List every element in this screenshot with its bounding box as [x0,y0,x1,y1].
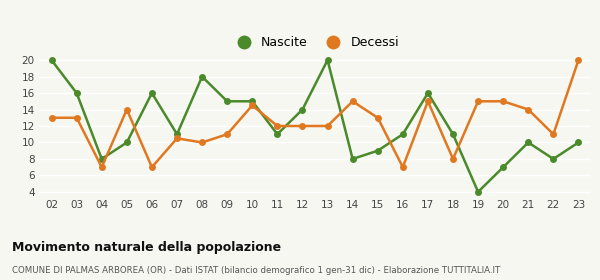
Nascite [500,165,507,169]
Nascite [575,141,582,144]
Nascite [524,141,532,144]
Decessi [224,132,231,136]
Decessi [449,157,457,161]
Text: Movimento naturale della popolazione: Movimento naturale della popolazione [12,241,281,254]
Nascite [299,108,306,111]
Nascite [123,141,130,144]
Decessi [98,165,106,169]
Decessi [424,100,431,103]
Decessi [248,104,256,107]
Nascite [475,190,482,193]
Text: COMUNE DI PALMAS ARBOREA (OR) - Dati ISTAT (bilancio demografico 1 gen-31 dic) -: COMUNE DI PALMAS ARBOREA (OR) - Dati IST… [12,266,500,275]
Nascite [199,75,206,78]
Legend: Nascite, Decessi: Nascite, Decessi [226,31,404,54]
Nascite [274,132,281,136]
Decessi [148,165,155,169]
Decessi [173,137,181,140]
Nascite [449,132,457,136]
Decessi [475,100,482,103]
Nascite [224,100,231,103]
Decessi [524,108,532,111]
Decessi [550,132,557,136]
Decessi [123,108,130,111]
Decessi [500,100,507,103]
Nascite [324,59,331,62]
Line: Decessi: Decessi [48,57,582,171]
Nascite [73,91,80,95]
Decessi [48,116,55,120]
Decessi [299,124,306,128]
Decessi [199,141,206,144]
Line: Nascite: Nascite [48,57,582,195]
Nascite [399,132,406,136]
Decessi [349,100,356,103]
Decessi [575,59,582,62]
Decessi [274,124,281,128]
Nascite [550,157,557,161]
Nascite [374,149,382,152]
Nascite [48,59,55,62]
Decessi [374,116,382,120]
Decessi [324,124,331,128]
Nascite [349,157,356,161]
Nascite [98,157,106,161]
Nascite [424,91,431,95]
Nascite [173,132,181,136]
Nascite [148,91,155,95]
Nascite [248,100,256,103]
Decessi [399,165,406,169]
Decessi [73,116,80,120]
